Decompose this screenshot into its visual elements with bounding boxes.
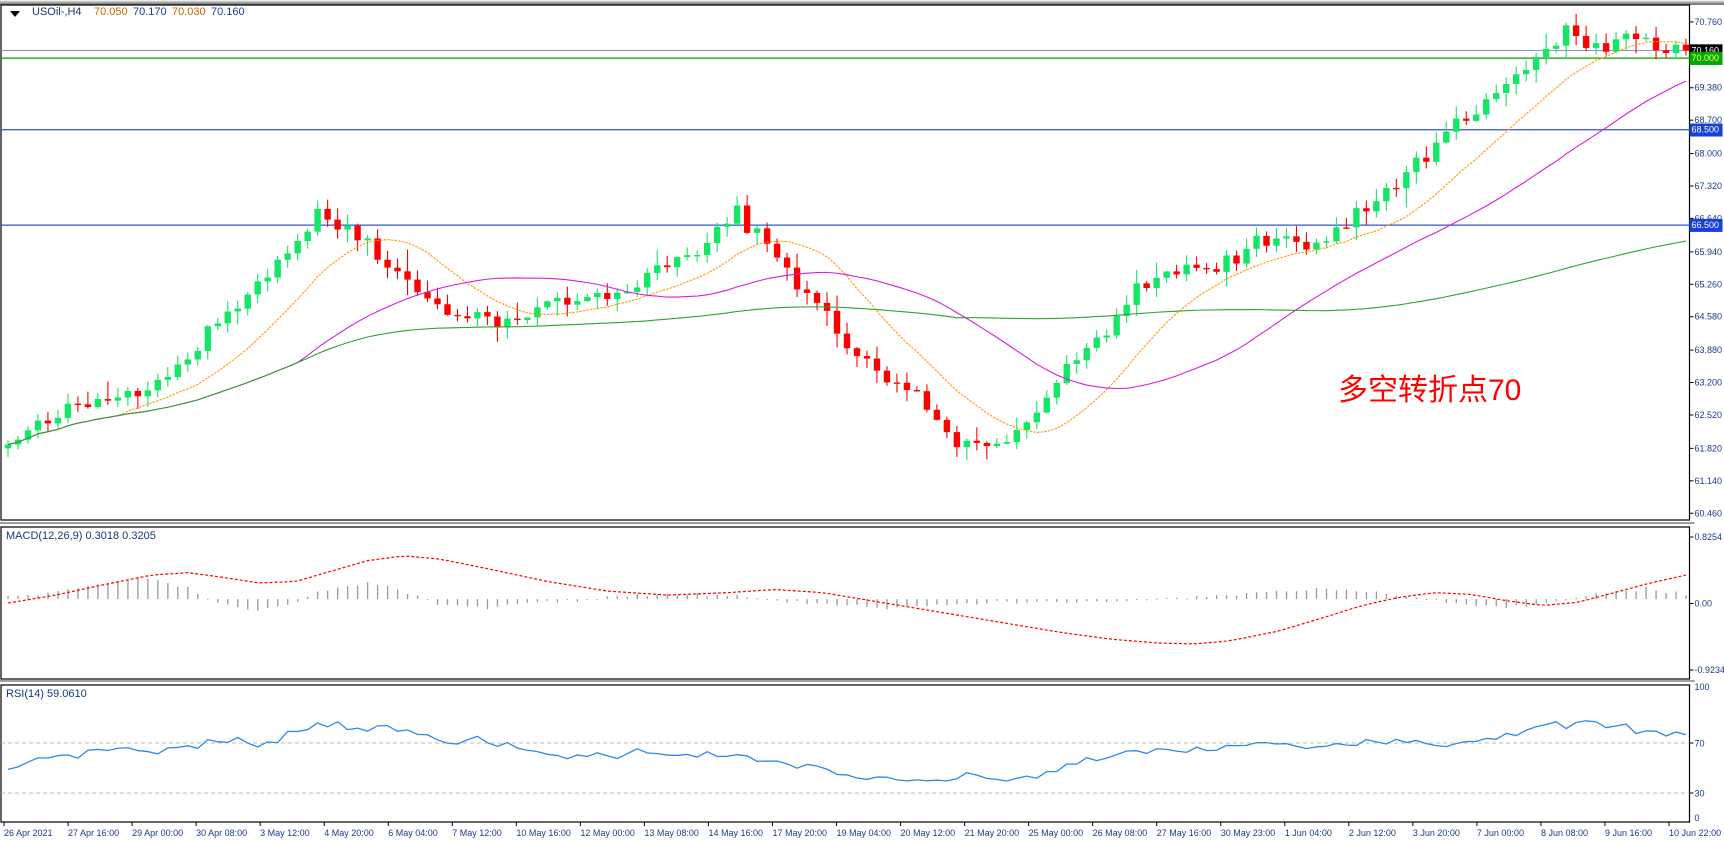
svg-text:8 Jun 08:00: 8 Jun 08:00 <box>1541 828 1588 838</box>
svg-text:19 May 04:00: 19 May 04:00 <box>837 828 892 838</box>
svg-text:0: 0 <box>1695 813 1700 823</box>
svg-text:2 Jun 12:00: 2 Jun 12:00 <box>1349 828 1396 838</box>
svg-text:30 Apr 08:00: 30 Apr 08:00 <box>196 828 247 838</box>
svg-text:13 May 08:00: 13 May 08:00 <box>644 828 699 838</box>
svg-text:61.820: 61.820 <box>1695 443 1723 453</box>
svg-text:60.460: 60.460 <box>1695 508 1723 518</box>
svg-text:12 May 00:00: 12 May 00:00 <box>580 828 635 838</box>
svg-text:0.8254: 0.8254 <box>1695 532 1723 542</box>
svg-text:10 May 16:00: 10 May 16:00 <box>516 828 571 838</box>
svg-text:0.00: 0.00 <box>1695 599 1713 609</box>
svg-text:7 May 12:00: 7 May 12:00 <box>452 828 502 838</box>
svg-text:70.170: 70.170 <box>133 6 167 18</box>
svg-text:27 Apr 16:00: 27 Apr 16:00 <box>68 828 119 838</box>
svg-text:14 May 16:00: 14 May 16:00 <box>708 828 763 838</box>
svg-text:68.500: 68.500 <box>1692 125 1720 135</box>
svg-text:USOil-,H4: USOil-,H4 <box>32 6 82 18</box>
svg-text:70.000: 70.000 <box>1692 53 1720 63</box>
svg-text:27 May 16:00: 27 May 16:00 <box>1157 828 1212 838</box>
svg-text:7 Jun 00:00: 7 Jun 00:00 <box>1477 828 1524 838</box>
svg-text:67.320: 67.320 <box>1695 181 1723 191</box>
svg-text:9 Jun 16:00: 9 Jun 16:00 <box>1605 828 1652 838</box>
svg-text:70.050: 70.050 <box>94 6 128 18</box>
svg-text:4 May 20:00: 4 May 20:00 <box>324 828 374 838</box>
svg-text:26 Apr 2021: 26 Apr 2021 <box>4 828 53 838</box>
svg-text:3 May 12:00: 3 May 12:00 <box>260 828 310 838</box>
svg-text:30: 30 <box>1695 788 1705 798</box>
svg-text:6 May 04:00: 6 May 04:00 <box>388 828 438 838</box>
svg-text:62.520: 62.520 <box>1695 410 1723 420</box>
svg-text:多空转折点70: 多空转折点70 <box>1338 374 1521 407</box>
svg-text:30 May 23:00: 30 May 23:00 <box>1221 828 1276 838</box>
svg-text:64.580: 64.580 <box>1695 312 1723 322</box>
svg-text:-0.9234: -0.9234 <box>1695 665 1724 675</box>
svg-text:63.200: 63.200 <box>1695 378 1723 388</box>
svg-text:70.160: 70.160 <box>211 6 245 18</box>
svg-text:21 May 20:00: 21 May 20:00 <box>965 828 1020 838</box>
svg-text:17 May 20:00: 17 May 20:00 <box>772 828 827 838</box>
svg-text:65.940: 65.940 <box>1695 247 1723 257</box>
svg-text:MACD(12,26,9) 0.3018 0.3205: MACD(12,26,9) 0.3018 0.3205 <box>6 530 156 542</box>
svg-text:69.380: 69.380 <box>1695 83 1723 93</box>
svg-text:26 May 08:00: 26 May 08:00 <box>1093 828 1148 838</box>
svg-text:20 May 12:00: 20 May 12:00 <box>901 828 956 838</box>
svg-text:1 Jun 04:00: 1 Jun 04:00 <box>1285 828 1332 838</box>
svg-text:70.760: 70.760 <box>1695 17 1723 27</box>
svg-text:25 May 00:00: 25 May 00:00 <box>1029 828 1084 838</box>
svg-text:10 Jun 22:00: 10 Jun 22:00 <box>1669 828 1721 838</box>
svg-text:3 Jun 20:00: 3 Jun 20:00 <box>1413 828 1460 838</box>
svg-text:70: 70 <box>1695 738 1705 748</box>
svg-text:RSI(14) 59.0610: RSI(14) 59.0610 <box>6 688 87 700</box>
svg-text:65.260: 65.260 <box>1695 279 1723 289</box>
svg-text:68.000: 68.000 <box>1695 149 1723 159</box>
svg-text:100: 100 <box>1695 682 1710 692</box>
svg-text:66.500: 66.500 <box>1692 220 1720 230</box>
svg-text:29 Apr 00:00: 29 Apr 00:00 <box>132 828 183 838</box>
svg-text:70.030: 70.030 <box>172 6 206 18</box>
svg-text:61.140: 61.140 <box>1695 476 1723 486</box>
svg-text:63.880: 63.880 <box>1695 345 1723 355</box>
